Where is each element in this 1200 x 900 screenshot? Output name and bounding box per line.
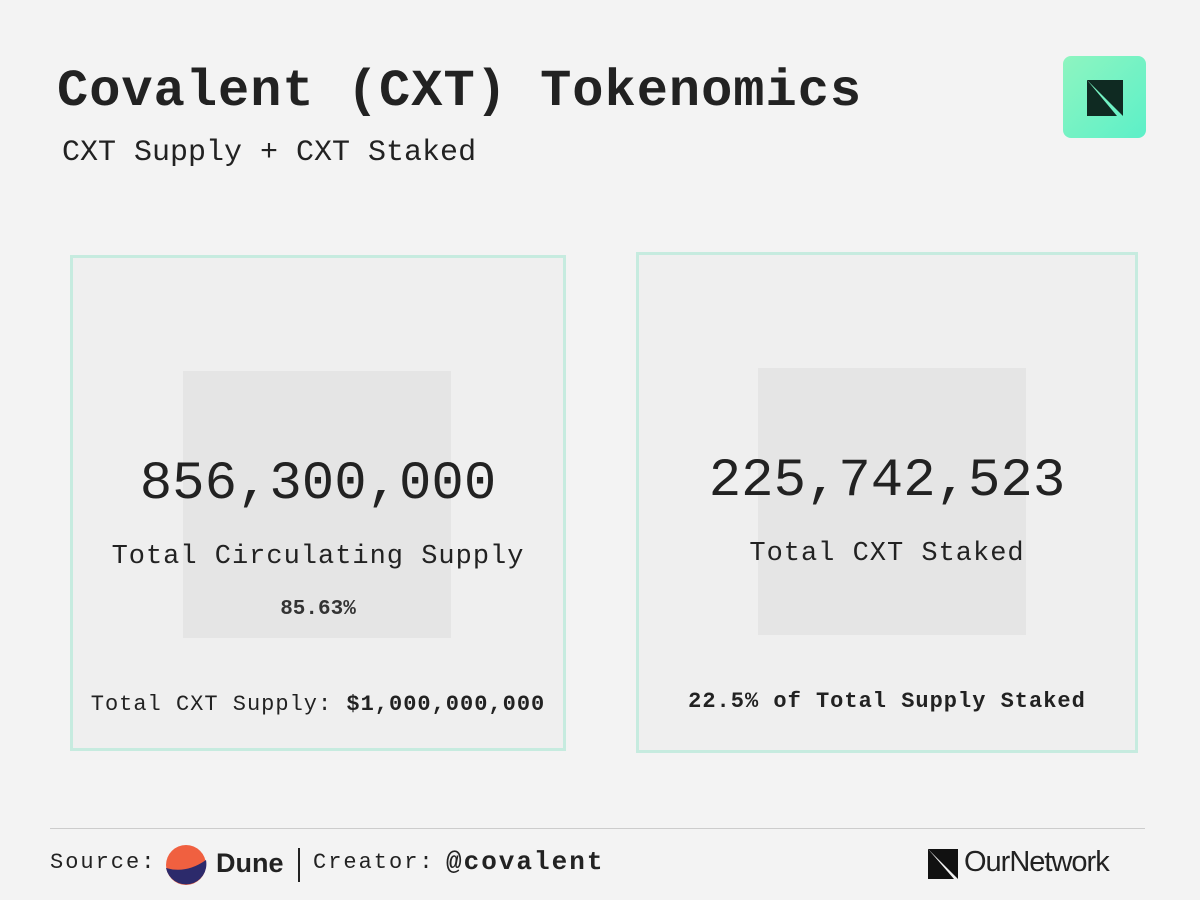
logo xyxy=(1063,56,1146,138)
kpi-percent: 85.63% xyxy=(280,598,356,621)
brand: OurNetwork xyxy=(964,846,1110,878)
kpi-note: 22.5% of Total Supply Staked xyxy=(688,689,1086,714)
kpi-label: Total Circulating Supply xyxy=(111,542,525,572)
title: Covalent (CXT) Tokenomics xyxy=(57,62,863,121)
dune-logo xyxy=(166,845,207,885)
note-label: Total CXT Supply: xyxy=(90,692,333,717)
card: 856,300,000 Total Circulating Supply 85.… xyxy=(70,255,566,751)
divider xyxy=(50,828,1145,829)
watermark xyxy=(758,368,1026,635)
card: 225,742,523 Total CXT Staked 22.5% of To… xyxy=(636,252,1138,753)
creator-label: Creator: xyxy=(313,850,435,875)
separator xyxy=(298,848,300,882)
brand-logo xyxy=(928,849,958,879)
kpi-value: 225,742,523 xyxy=(708,451,1066,512)
source: Dune xyxy=(216,848,284,878)
note-value: $1,000,000,000 xyxy=(346,692,546,717)
kpi-label: Total CXT Staked xyxy=(749,539,1025,569)
kpi-note: Total CXT Supply: $1,000,000,000 xyxy=(73,692,563,717)
watermark xyxy=(183,371,451,638)
creator: @covalent xyxy=(446,847,605,877)
subtitle: CXT Supply + CXT Staked xyxy=(62,136,477,170)
source-label: Source: xyxy=(50,850,157,875)
kpi-value: 856,300,000 xyxy=(139,454,497,515)
